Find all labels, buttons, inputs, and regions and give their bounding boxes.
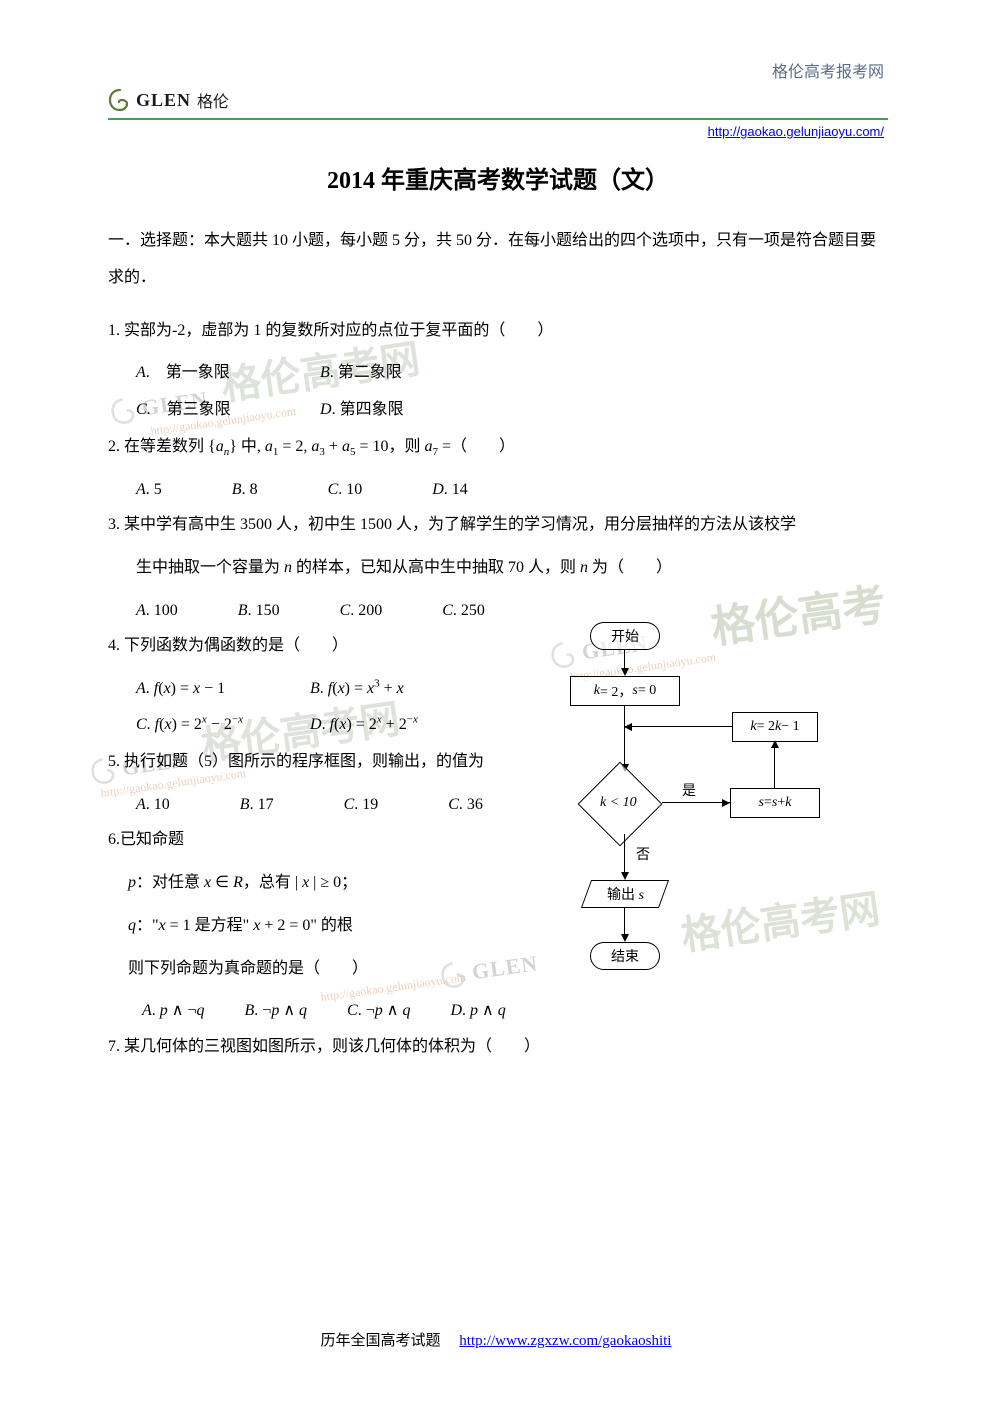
q3-stem-2: 生中抽取一个容量为 n 的样本，已知从高中生中抽取 70 人，则 n 为（ ） xyxy=(108,550,888,587)
q3-opt-d: C. 250 xyxy=(442,593,485,628)
fc-init: k = 2，s = 0 xyxy=(570,676,680,706)
arrow-down-icon xyxy=(621,668,629,676)
q2-opt-c: C. 10 xyxy=(328,472,363,507)
q2-opt-d: D. 14 xyxy=(432,472,468,507)
arrow-right-icon xyxy=(722,799,730,807)
section-intro: 一．选择题：本大题共 10 小题，每小题 5 分，共 50 分．在每小题给出的四… xyxy=(108,223,888,297)
logo-text: GLEN xyxy=(136,90,191,110)
logo-cn: 格伦 xyxy=(197,88,229,112)
q1-stem: 1. 实部为-2，虚部为 1 的复数所对应的点位于复平面的（ ） xyxy=(108,313,888,350)
fc-arrow xyxy=(624,706,625,766)
q4-opt-a: A. f(x) = x − 1 xyxy=(136,671,306,708)
q1-opt-c: C. 第三象限 xyxy=(136,392,316,429)
fc-arrow xyxy=(774,746,775,788)
q4-opt-d: D. f(x) = 2x + 2−x xyxy=(310,716,418,733)
q2-stem: 2. 在等差数列 {an} 中, a1 = 2, a3 + a5 = 10，则 … xyxy=(108,429,888,466)
q5-opt-c: C. 19 xyxy=(344,787,379,822)
fc-arrow xyxy=(624,650,625,670)
q1-options: A. 第一象限 B. 第二象限 xyxy=(108,355,888,392)
fc-output: 输出 s xyxy=(581,880,669,908)
footer-link[interactable]: http://www.zgxzw.com/gaokaoshiti xyxy=(459,1333,671,1349)
header-url[interactable]: http://gaokao.gelunjiaoyu.com/ xyxy=(708,124,884,139)
q1-opt-a: A. 第一象限 xyxy=(136,355,316,392)
q6-opt-b: B. ¬p ∧ q xyxy=(245,993,308,1028)
arrow-left-icon xyxy=(624,723,632,731)
fc-no-label: 否 xyxy=(636,844,650,864)
q3-opt-a: A. 100 xyxy=(136,593,178,628)
fc-update-k: k = 2k − 1 xyxy=(732,712,818,742)
q6-opt-c: C. ¬p ∧ q xyxy=(347,993,410,1028)
q6-opt-d: D. p ∧ q xyxy=(450,993,505,1028)
q4-opt-c: C. f(x) = 2x − 2−x xyxy=(136,707,306,744)
q7-stem: 7. 某几何体的三视图如图所示，则该几何体的体积为（ ） xyxy=(108,1029,888,1066)
q2-opt-b: B. 8 xyxy=(232,472,258,507)
q5-opt-d: C. 36 xyxy=(448,787,483,822)
logo-swirl-icon xyxy=(108,88,132,112)
q6-opt-a: A. p ∧ ¬q xyxy=(142,993,205,1028)
arrow-down-icon xyxy=(621,934,629,942)
footer-label: 历年全国高考试题 xyxy=(321,1333,456,1349)
q3-opt-b: B. 150 xyxy=(238,593,280,628)
fc-yes-label: 是 xyxy=(682,780,696,800)
q4-opt-b: B. f(x) = x3 + x xyxy=(310,680,404,697)
fc-update-s: s = s + k xyxy=(730,788,820,818)
fc-end: 结束 xyxy=(590,942,660,970)
header-brand-text: 格伦高考报考网 xyxy=(772,58,884,82)
q2-options: A. 5 B. 8 C. 10 D. 14 xyxy=(108,472,888,507)
flowchart: 开始 k = 2，s = 0 k < 10 是 s = s + k k = 2k… xyxy=(570,622,880,1002)
q5-opt-b: B. 17 xyxy=(240,787,274,822)
q1-opt-d: D. 第四象限 xyxy=(320,401,404,418)
fc-cond-label: k < 10 xyxy=(600,795,637,811)
fc-arrow xyxy=(624,726,732,727)
q1-options-2: C. 第三象限 D. 第四象限 xyxy=(108,392,888,429)
header-divider xyxy=(108,118,888,120)
q5-opt-a: A. 10 xyxy=(136,787,170,822)
q2-opt-a: A. 5 xyxy=(136,472,162,507)
q3-stem: 3. 某中学有高中生 3500 人，初中生 1500 人，为了解学生的学习情况，… xyxy=(108,507,888,544)
fc-arrow xyxy=(624,834,625,874)
fc-start: 开始 xyxy=(590,622,660,650)
footer: 历年全国高考试题 http://www.zgxzw.com/gaokaoshit… xyxy=(0,1329,992,1350)
exam-title: 2014 年重庆高考数学试题（文） xyxy=(108,160,888,195)
q1-opt-b: B. 第二象限 xyxy=(320,364,402,381)
logo: GLEN 格伦 xyxy=(108,88,229,112)
arrow-down-icon xyxy=(621,872,629,880)
fc-arrow xyxy=(624,908,625,936)
fc-arrow xyxy=(662,802,730,803)
q3-opt-c: C. 200 xyxy=(340,593,383,628)
